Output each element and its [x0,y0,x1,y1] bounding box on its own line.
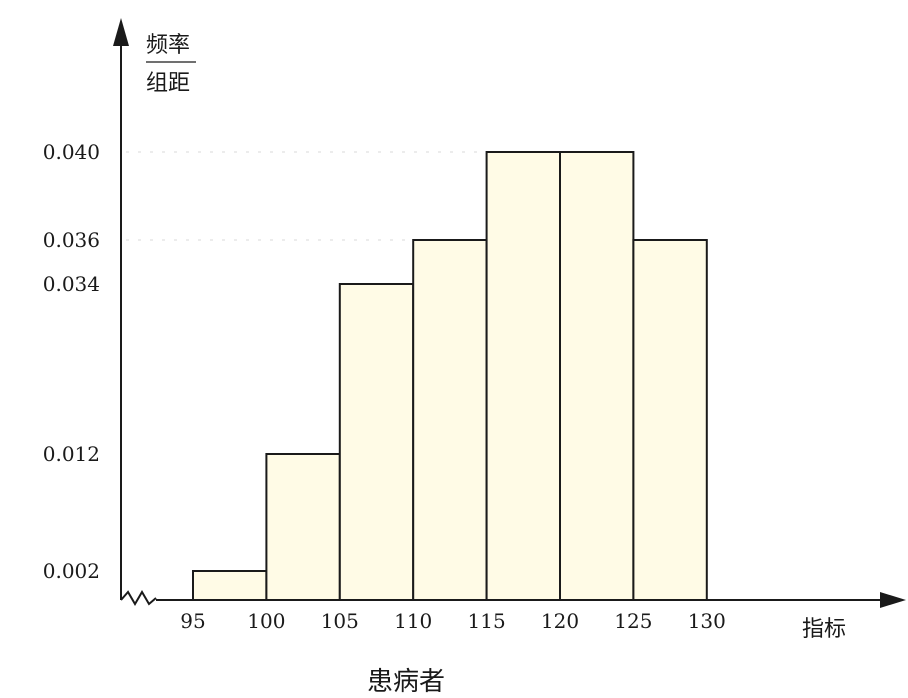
x-tick-label: 125 [614,609,652,633]
bars [192,151,708,601]
axis-break-icon [120,590,157,606]
y-tick-label: 0.036 [43,228,100,252]
guide-lines [126,151,490,241]
y-tick-label: 0.002 [43,559,100,583]
histogram-bar [412,239,488,601]
histogram-bar [265,453,341,601]
histogram-bar [632,239,708,601]
x-axis-arrow-icon [880,592,906,608]
y-tick-label: 0.012 [43,442,100,466]
y-tick-label: 0.034 [43,272,100,296]
y-axis-arrow-icon [113,18,129,46]
y-tick-labels: 0.002 0.012 0.034 0.036 0.040 [43,140,100,583]
x-tick-label: 95 [180,609,205,633]
y-label-denominator: 组距 [146,71,190,96]
y-axis-label: 频率 组距 [146,33,196,96]
x-axis-label: 指标 [802,617,846,642]
x-tick-label: 100 [247,609,285,633]
histogram-bar [338,283,415,601]
y-tick-label: 0.040 [43,140,100,164]
histogram-bar [559,151,635,601]
x-tick-label: 130 [688,609,726,633]
histogram-bar [192,570,268,601]
x-tick-label: 120 [541,609,579,633]
chart-title: 患病者 [367,667,445,697]
x-tick-label: 110 [394,609,432,633]
x-tick-label: 105 [321,609,359,633]
x-tick-labels: 95 100 105 110 115 120 125 130 [180,609,726,633]
x-tick-label: 115 [468,609,506,633]
histogram-bar [485,151,562,601]
y-label-numerator: 频率 [146,33,190,58]
